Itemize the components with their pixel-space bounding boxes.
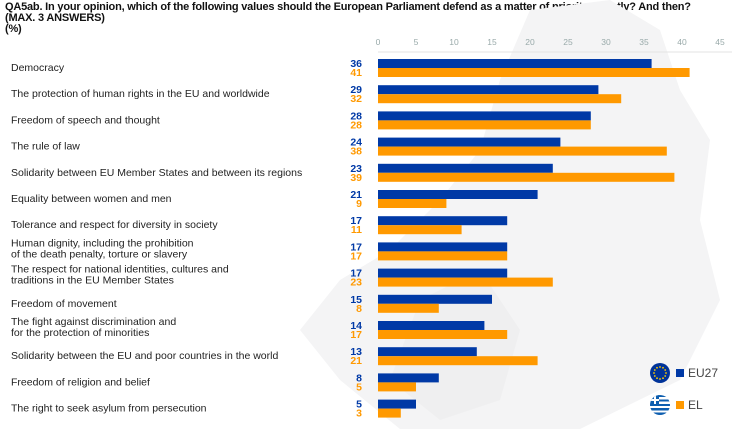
value-label-eu27: 23: [350, 163, 362, 175]
bar-el: [378, 356, 538, 366]
value-label-el: 28: [350, 119, 362, 131]
value-label-eu27: 24: [350, 137, 362, 149]
bar-eu27: [378, 111, 591, 121]
bar-eu27: [378, 268, 508, 278]
category-label: Democracy: [11, 62, 65, 74]
value-label-el: 39: [350, 172, 362, 184]
bar-eu27: [378, 137, 561, 147]
bar-eu27: [378, 321, 485, 330]
category-label: Tolerance and respect for diversity in s…: [11, 219, 218, 231]
bar-el: [378, 94, 622, 104]
value-label-el: 8: [356, 303, 362, 315]
bar-eu27: [378, 85, 599, 95]
category-label: Freedom of movement: [11, 298, 117, 310]
value-label-el: 17: [350, 250, 362, 262]
bar-el: [378, 199, 447, 208]
category-label: traditions in the EU Member States: [11, 275, 174, 287]
title-line-3: (%): [5, 23, 22, 35]
category-label: Human dignity, including the prohibition: [11, 237, 194, 249]
category-label: Solidarity between EU Member States and …: [11, 167, 302, 179]
bar-eu27: [378, 347, 477, 357]
bar-el: [378, 146, 667, 156]
value-label-eu27: 5: [356, 399, 362, 411]
bar-el: [378, 172, 675, 182]
bar-eu27: [378, 190, 538, 199]
category-label: Solidarity between the EU and poor count…: [11, 350, 278, 362]
category-label: The fight against discrimination and: [11, 316, 176, 328]
category-label: for the protection of minorities: [11, 327, 149, 339]
category-label: The right to seek asylum from persecutio…: [11, 403, 207, 415]
legend-item-eu27: EU27: [650, 363, 718, 383]
eu-flag-icon: [650, 363, 670, 383]
bar-eu27: [378, 242, 508, 252]
greece-flag-icon: [650, 395, 670, 415]
value-label-el: 38: [350, 146, 362, 158]
value-label-el: 41: [350, 67, 362, 79]
legend-swatch-el: [676, 401, 684, 409]
value-label-el: 17: [350, 329, 362, 341]
bar-eu27: [378, 399, 416, 409]
legend-swatch-eu27: [676, 369, 684, 377]
value-label-eu27: 15: [350, 294, 362, 306]
value-label-eu27: 36: [350, 58, 362, 70]
x-tick-label: 0: [376, 37, 381, 47]
x-tick-label: 40: [677, 37, 687, 47]
value-label-el: 32: [350, 93, 362, 105]
bar-el: [378, 408, 401, 418]
value-label-eu27: 17: [350, 268, 362, 280]
bar-el: [378, 277, 553, 287]
bar-el: [378, 330, 508, 339]
bar-el: [378, 120, 591, 130]
value-label-eu27: 21: [350, 189, 362, 201]
category-label: Freedom of religion and belief: [11, 376, 150, 388]
legend-label-eu27: EU27: [688, 366, 719, 380]
bar-eu27: [378, 163, 553, 173]
category-label: Equality between women and men: [11, 193, 172, 205]
value-label-eu27: 8: [356, 372, 362, 384]
x-tick-label: 20: [525, 37, 535, 47]
bar-el: [378, 303, 439, 313]
bar-eu27: [378, 373, 439, 383]
chart-title: QA5ab. In your opinion, which of the fol…: [5, 2, 691, 35]
value-label-el: 5: [356, 381, 362, 393]
value-label-eu27: 28: [350, 110, 362, 122]
value-label-el: 23: [350, 277, 362, 289]
value-label-el: 3: [356, 408, 362, 420]
title-line-2: (MAX. 3 ANSWERS): [5, 12, 105, 24]
x-tick-label: 45: [715, 37, 725, 47]
bar-eu27: [378, 216, 508, 226]
x-tick-label: 10: [449, 37, 459, 47]
category-label: The rule of law: [11, 141, 80, 153]
legend-label-el: EL: [688, 398, 703, 412]
value-label-eu27: 29: [350, 84, 362, 96]
legend-item-el: EL: [650, 395, 703, 415]
x-tick-label: 25: [563, 37, 573, 47]
value-label-el: 11: [351, 224, 362, 236]
x-tick-label: 5: [414, 37, 419, 47]
value-label-eu27: 14: [350, 320, 362, 332]
category-label: The protection of human rights in the EU…: [11, 88, 270, 100]
value-label-eu27: 13: [350, 346, 362, 358]
title-line-1: QA5ab. In your opinion, which of the fol…: [5, 1, 691, 13]
category-label: Freedom of speech and thought: [11, 114, 160, 126]
bar-el: [378, 68, 690, 77]
category-label: The respect for national identities, cul…: [11, 264, 229, 276]
value-label-eu27: 17: [350, 241, 362, 253]
x-tick-label: 35: [639, 37, 649, 47]
x-tick-label: 30: [601, 37, 611, 47]
value-label-eu27: 17: [350, 215, 362, 227]
bar-eu27: [378, 59, 652, 68]
category-label: of the death penalty, torture or slavery: [11, 248, 188, 260]
bar-el: [378, 382, 416, 392]
bar-el: [378, 225, 462, 235]
x-tick-label: 15: [487, 37, 497, 47]
bar-el: [378, 251, 508, 261]
value-label-el: 9: [356, 198, 362, 210]
bar-eu27: [378, 294, 492, 304]
value-label-el: 21: [350, 355, 362, 367]
